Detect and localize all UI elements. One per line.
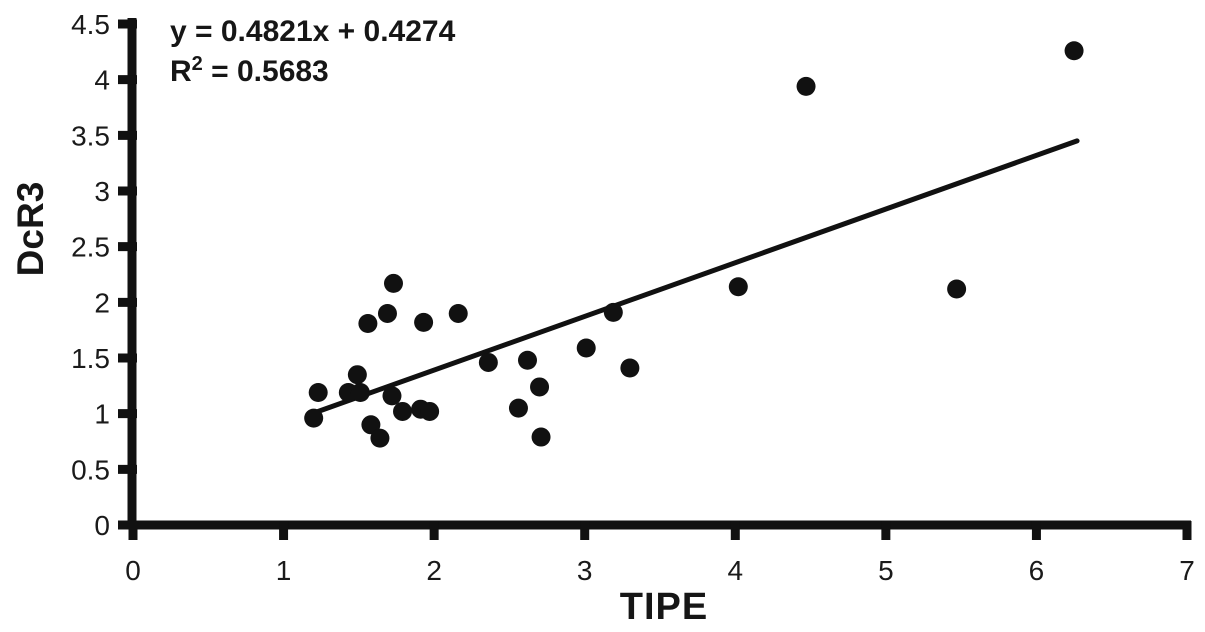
x-tick-label: 1 <box>276 555 292 586</box>
trendline-annotation: y = 0.4821x + 0.4274 R2 = 0.5683 <box>170 12 455 92</box>
x-tick-label: 6 <box>1029 555 1045 586</box>
x-tick-label: 7 <box>1179 555 1195 586</box>
x-tick-label: 3 <box>577 555 593 586</box>
y-tick-label: 1 <box>94 399 110 430</box>
y-tick-label: 3 <box>94 176 110 207</box>
data-point <box>361 415 381 435</box>
data-point <box>728 277 748 297</box>
x-tick-label: 2 <box>426 555 442 586</box>
data-point <box>448 303 468 323</box>
r-squared-label: R2 = 0.5683 <box>170 53 329 88</box>
y-tick-label: 1.5 <box>71 343 110 374</box>
y-tick-label: 0 <box>94 510 110 541</box>
data-point <box>796 76 816 96</box>
data-point <box>420 401 440 421</box>
data-point <box>377 303 397 323</box>
data-point <box>1064 41 1084 61</box>
x-tick-label: 0 <box>125 555 141 586</box>
data-point <box>358 313 378 333</box>
y-tick-label: 2.5 <box>71 232 110 263</box>
data-point <box>370 428 390 448</box>
x-tick-label: 5 <box>878 555 894 586</box>
y-tick-label: 2 <box>94 287 110 318</box>
data-point <box>478 352 498 372</box>
data-point <box>304 408 324 428</box>
trendline-equation: y = 0.4821x + 0.4274 <box>170 15 456 48</box>
data-point <box>414 312 434 332</box>
data-point <box>620 358 640 378</box>
x-tick-label: 4 <box>727 555 743 586</box>
data-point <box>530 377 550 397</box>
x-axis-title: TIPE <box>619 586 709 628</box>
data-point <box>531 427 551 447</box>
y-tick-label: 4.5 <box>71 9 110 40</box>
y-tick-label: 0.5 <box>71 454 110 485</box>
y-axis-title: DcR3 <box>10 181 51 277</box>
trend-line <box>312 138 1080 415</box>
r-squared-exponent: 2 <box>191 53 203 75</box>
data-point <box>517 350 537 370</box>
data-point <box>382 386 402 406</box>
data-point <box>350 383 370 403</box>
y-tick-label: 4 <box>94 65 110 96</box>
data-point <box>947 279 967 299</box>
data-point <box>393 401 413 421</box>
data-point <box>508 398 528 418</box>
data-point <box>347 365 367 385</box>
data-point <box>308 383 328 403</box>
data-point <box>383 273 403 293</box>
r-squared-value: = 0.5683 <box>202 55 329 88</box>
data-point <box>576 338 596 358</box>
data-point <box>603 302 623 322</box>
y-tick-label: 3.5 <box>71 120 110 151</box>
